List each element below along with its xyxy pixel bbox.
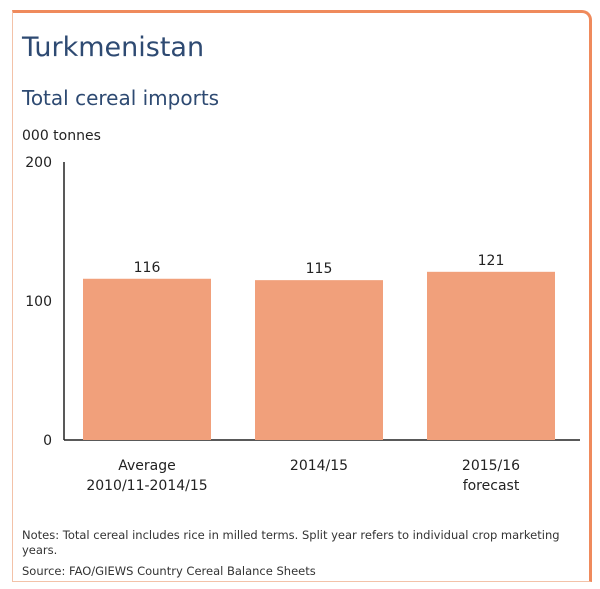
- chart-subtitle: Total cereal imports: [22, 86, 220, 110]
- country-title: Turkmenistan: [22, 32, 205, 63]
- bar-value-label: 115: [306, 261, 333, 277]
- y-tick-label: 200: [25, 155, 52, 171]
- x-category-label: 2015/16: [462, 458, 520, 474]
- y-tick-label: 100: [25, 294, 52, 310]
- bar: [83, 278, 211, 440]
- bar: [255, 280, 383, 440]
- x-category-label: 2014/15: [290, 458, 348, 474]
- x-category-label: Average: [118, 458, 176, 474]
- chart-frame: [12, 10, 592, 582]
- x-category-label: forecast: [463, 478, 520, 494]
- chart-source: Source: FAO/GIEWS Country Cereal Balance…: [22, 564, 316, 578]
- bar: [427, 271, 555, 440]
- chart-notes: Notes: Total cereal includes rice in mil…: [22, 528, 560, 557]
- bar-value-label: 116: [134, 260, 161, 276]
- y-tick-label: 0: [43, 433, 52, 449]
- y-axis-unit-label: 000 tonnes: [22, 128, 101, 144]
- bar-value-label: 121: [478, 253, 505, 269]
- x-category-label: 2010/11-2014/15: [86, 478, 207, 494]
